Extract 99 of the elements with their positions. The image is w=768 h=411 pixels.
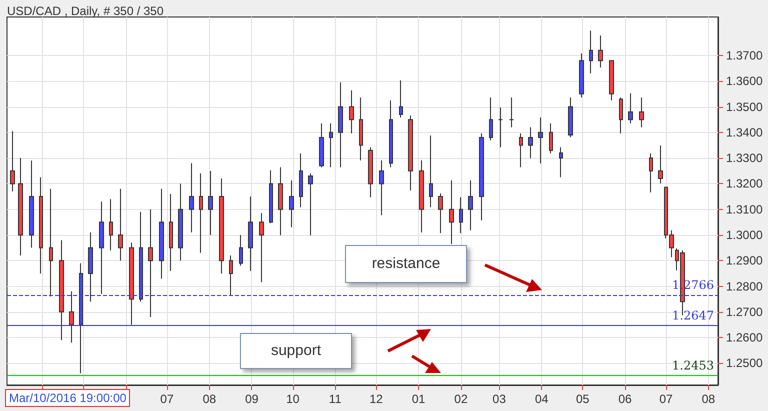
candlestick: [59, 240, 64, 341]
candlestick: [399, 80, 403, 118]
candlestick: [429, 134, 433, 208]
y-tick-label: 1.2900: [726, 254, 764, 268]
x-tick-label: 12: [369, 392, 384, 406]
candlestick: [449, 180, 454, 244]
candlestick: [239, 234, 243, 266]
candlestick: [308, 172, 313, 236]
candlestick: [189, 162, 194, 233]
candlestick: [219, 178, 224, 274]
candlestick: [329, 122, 333, 168]
candlestick: [229, 254, 233, 296]
x-tick-label: 11: [328, 392, 342, 406]
x-tick-label: 10: [286, 392, 300, 406]
candlestick: [408, 114, 413, 191]
candlestick: [148, 208, 153, 318]
x-tick-label: 09: [245, 392, 259, 406]
candlestick: [319, 122, 324, 168]
ref-line-label: 1.2647: [672, 308, 714, 323]
candlestick: [39, 176, 43, 274]
x-tick-label: 06: [618, 392, 632, 406]
candlestick: [479, 132, 484, 221]
candlestick: [349, 90, 354, 134]
candlestick: [538, 117, 543, 164]
x-tick-label: 04: [534, 392, 549, 406]
x-tick-label: 08: [702, 392, 716, 406]
candlestick: [389, 100, 393, 168]
y-tick-label: 1.2600: [726, 330, 764, 345]
y-tick-label: 1.3100: [726, 202, 764, 216]
candlestick: [269, 170, 273, 224]
candlestick: [49, 188, 53, 298]
y-tick-label: 1.3700: [726, 48, 764, 62]
candlestick: [289, 180, 294, 228]
candlestick: [589, 30, 593, 74]
candlestick: [29, 160, 34, 248]
candlestick: [568, 97, 573, 138]
y-tick-label: 1.3200: [726, 176, 764, 191]
candlestick: [248, 196, 253, 272]
candlestick: [598, 34, 603, 68]
y-tick-label: 1.2500: [726, 356, 764, 370]
x-tick-label: 07: [659, 392, 674, 406]
y-tick-label: 1.3400: [726, 125, 764, 140]
candlestick: [549, 122, 553, 154]
y-tick-label: 1.3000: [726, 228, 764, 242]
candlestick: [579, 52, 584, 98]
candlestick: [178, 183, 183, 262]
candlestick: [368, 146, 373, 198]
text: Mar/10/2016 19:00:00: [5, 389, 130, 407]
candlestick: [10, 130, 15, 192]
candlestick: [338, 82, 343, 168]
candlestick: [379, 160, 384, 216]
candlestick: [18, 158, 23, 256]
candlestick: [419, 160, 424, 233]
candlestick: [278, 166, 283, 236]
candlestick: [69, 290, 74, 344]
candlestick: [139, 211, 143, 302]
candlestick: [559, 146, 563, 178]
candlestick: [118, 188, 123, 262]
candlestick: [498, 107, 503, 148]
candlestick: [359, 97, 363, 161]
y-tick-label: 1.2800: [726, 279, 764, 294]
candlestick: [459, 196, 463, 234]
candlestick: [169, 193, 173, 272]
x-tick-label: 07: [160, 392, 174, 406]
candlestick: [468, 180, 473, 231]
callout-box: resistance: [345, 245, 467, 283]
callout-box: support: [240, 333, 352, 369]
y-tick-label: 1.2700: [726, 304, 764, 319]
candlestick: [658, 144, 663, 184]
x-tick-label: 03: [492, 392, 506, 406]
ref-line-label: 1.2453: [672, 358, 714, 372]
candlestick: [639, 97, 644, 128]
candlestick: [208, 170, 213, 236]
candlestick: [438, 192, 443, 234]
candlestick: [259, 212, 264, 283]
candlestick: [649, 152, 653, 193]
candlestick: [519, 132, 523, 168]
candlestick: [79, 262, 83, 374]
x-tick-label: 01: [412, 392, 426, 406]
candlestick: [609, 60, 614, 101]
candlestick: [619, 97, 623, 134]
candlestick: [199, 172, 203, 254]
y-tick-label: 1.3500: [726, 100, 764, 114]
candlestick: [159, 188, 164, 280]
candlestick: [628, 92, 633, 124]
candlestick: [528, 126, 533, 159]
x-tick-label: 02: [454, 392, 468, 406]
chart-title: USD/CAD , Daily, # 350 / 350: [7, 4, 164, 18]
candlestick: [99, 201, 104, 294]
y-tick-label: 1.3300: [726, 151, 764, 166]
candlestick: [129, 242, 134, 326]
candlestick: [489, 97, 493, 141]
y-tick-label: 1.3600: [726, 74, 764, 88]
x-tick-label: 08: [202, 392, 216, 406]
x-tick-label: 05: [576, 392, 590, 406]
candlestick: [299, 152, 303, 208]
candlestick: [509, 97, 514, 128]
candlestick: [88, 232, 93, 302]
candlestick: [109, 198, 113, 251]
